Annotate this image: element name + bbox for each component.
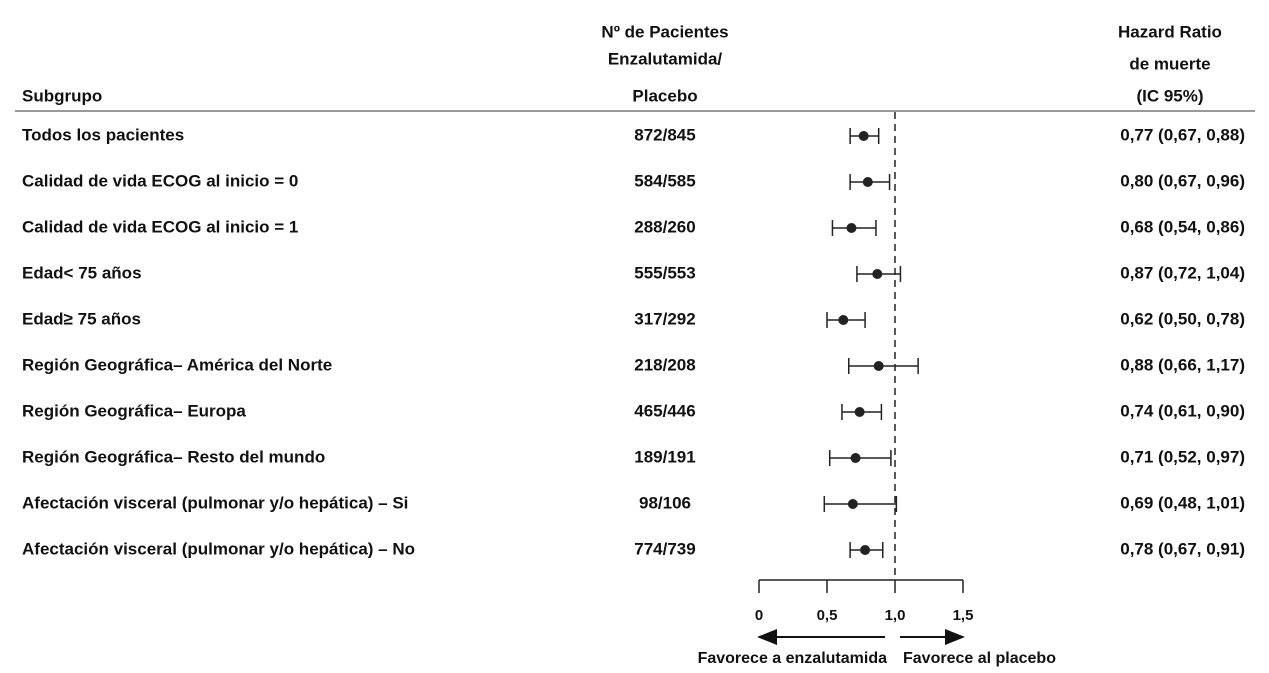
- column-header: (IC 95%): [1136, 86, 1203, 105]
- hr-label: 0,80 (0,67, 0,96): [1120, 171, 1245, 190]
- hr-label: 0,78 (0,67, 0,91): [1120, 539, 1245, 558]
- hr-label: 0,77 (0,67, 0,88): [1120, 125, 1245, 144]
- hr-label: 0,69 (0,48, 1,01): [1120, 493, 1245, 512]
- subgroup-label: Todos los pacientes: [22, 125, 184, 144]
- patients-label: 98/106: [639, 493, 691, 512]
- point-estimate: [850, 453, 861, 463]
- column-header: de muerte: [1129, 54, 1210, 73]
- subgroup-label: Edad< 75 años: [22, 263, 142, 282]
- point-estimate: [847, 499, 858, 509]
- column-header: Nº de Pacientes: [601, 22, 728, 41]
- patients-label: 774/739: [634, 539, 695, 558]
- point-estimate: [846, 223, 857, 233]
- x-tick-label: 0,5: [817, 607, 838, 624]
- hr-label: 0,74 (0,61, 0,90): [1120, 401, 1245, 420]
- x-tick-label: 1,0: [885, 607, 906, 624]
- patients-label: 465/446: [634, 401, 695, 420]
- patients-label: 288/260: [634, 217, 695, 236]
- hr-label: 0,71 (0,52, 0,97): [1120, 447, 1245, 466]
- subgroup-label: Región Geográfica– Resto del mundo: [22, 447, 325, 466]
- column-header: Enzalutamida/: [608, 49, 723, 68]
- subgroup-label: Afectación visceral (pulmonar y/o hepáti…: [22, 539, 415, 558]
- patients-label: 555/553: [634, 263, 695, 282]
- subgroup-label: Afectación visceral (pulmonar y/o hepáti…: [22, 493, 408, 512]
- patients-label: 218/208: [634, 355, 695, 374]
- hr-label: 0,87 (0,72, 1,04): [1120, 263, 1245, 282]
- annotation: Favorece a enzalutamida: [698, 650, 888, 667]
- point-estimate: [838, 315, 849, 325]
- annotation: Favorece al placebo: [903, 650, 1056, 667]
- subgroup-label: Calidad de vida ECOG al inicio = 1: [22, 217, 298, 236]
- patients-label: 584/585: [634, 171, 695, 190]
- patients-label: 189/191: [634, 447, 695, 466]
- subgroup-label: Región Geográfica– Europa: [22, 401, 246, 420]
- patients-label: 872/845: [634, 125, 695, 144]
- point-estimate: [860, 545, 871, 555]
- point-estimate: [872, 269, 883, 279]
- column-header: Subgrupo: [22, 86, 102, 105]
- x-tick-label: 0: [755, 607, 763, 624]
- point-estimate: [873, 361, 884, 371]
- subgroup-label: Región Geográfica– América del Norte: [22, 355, 332, 374]
- hr-label: 0,88 (0,66, 1,17): [1120, 355, 1245, 374]
- subgroup-label: Edad≥ 75 años: [22, 309, 141, 328]
- subgroup-label: Calidad de vida ECOG al inicio = 0: [22, 171, 298, 190]
- column-header: Hazard Ratio: [1118, 22, 1222, 41]
- point-estimate: [854, 407, 865, 417]
- patients-label: 317/292: [634, 309, 695, 328]
- point-estimate: [862, 177, 873, 187]
- x-tick-label: 1,5: [953, 607, 974, 624]
- point-estimate: [858, 131, 869, 141]
- hr-label: 0,68 (0,54, 0,86): [1120, 217, 1245, 236]
- hr-label: 0,62 (0,50, 0,78): [1120, 309, 1245, 328]
- column-header: Placebo: [632, 86, 697, 105]
